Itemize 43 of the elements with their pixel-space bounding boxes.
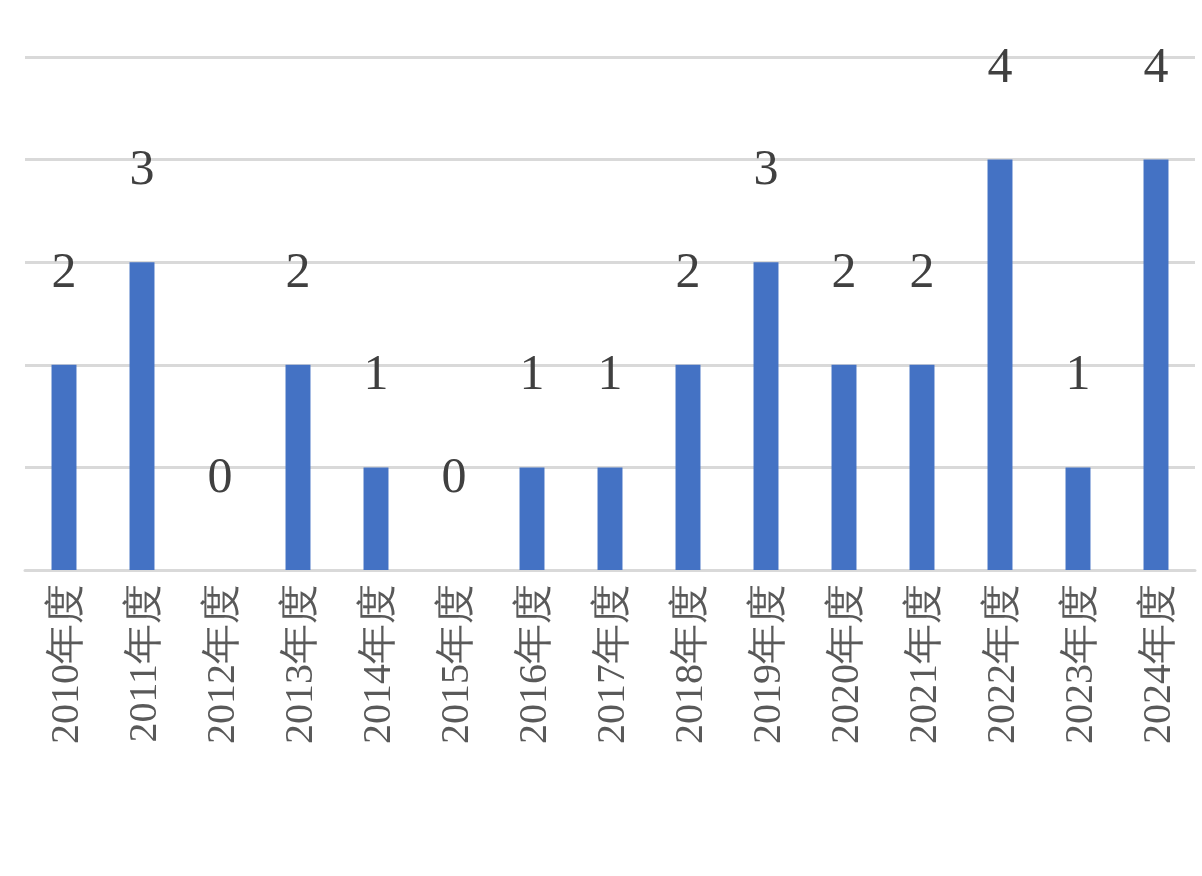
data-label: 2 bbox=[285, 241, 311, 298]
x-tick-label: 2021年度 bbox=[899, 584, 945, 744]
data-label: 0 bbox=[207, 447, 233, 503]
data-label: 2 bbox=[909, 241, 935, 298]
bar bbox=[363, 467, 389, 570]
x-tick-label: 2011年度 bbox=[119, 584, 165, 743]
data-label: 2 bbox=[675, 241, 701, 298]
bar bbox=[597, 467, 623, 570]
bar bbox=[987, 159, 1013, 570]
x-tick-label: 2020年度 bbox=[821, 584, 867, 744]
bar bbox=[519, 467, 545, 570]
x-tick-label: 2023年度 bbox=[1055, 584, 1101, 744]
data-label: 4 bbox=[987, 36, 1013, 93]
bar bbox=[285, 364, 311, 570]
bar bbox=[51, 364, 77, 570]
x-tick-label: 2015年度 bbox=[431, 584, 477, 744]
data-label: 4 bbox=[1143, 36, 1169, 93]
bar bbox=[129, 262, 155, 570]
x-tick-label: 2012年度 bbox=[197, 584, 243, 744]
x-tick-label: 2010年度 bbox=[41, 584, 87, 744]
x-tick-label: 2016年度 bbox=[509, 584, 555, 744]
data-label: 1 bbox=[519, 344, 545, 401]
bar bbox=[1143, 159, 1169, 570]
x-tick-label: 2013年度 bbox=[275, 584, 321, 744]
data-label: 3 bbox=[129, 139, 155, 196]
bar bbox=[831, 364, 857, 570]
x-tick-label: 2014年度 bbox=[353, 584, 399, 744]
bar bbox=[1065, 467, 1091, 570]
bar bbox=[753, 262, 779, 570]
x-tick-label: 2019年度 bbox=[743, 584, 789, 744]
data-label: 2 bbox=[831, 241, 857, 298]
data-label: 1 bbox=[1065, 344, 1091, 401]
data-label: 0 bbox=[441, 447, 467, 503]
x-tick-label: 2018年度 bbox=[665, 584, 711, 744]
x-tick-label: 2017年度 bbox=[587, 584, 633, 744]
data-label: 1 bbox=[363, 344, 389, 401]
bar bbox=[909, 364, 935, 570]
data-label: 2 bbox=[51, 241, 77, 298]
x-tick-label: 2022年度 bbox=[977, 584, 1023, 744]
x-tick-label: 2024年度 bbox=[1133, 584, 1179, 744]
bar bbox=[675, 364, 701, 570]
data-label: 3 bbox=[753, 139, 779, 196]
data-label: 1 bbox=[597, 344, 623, 401]
